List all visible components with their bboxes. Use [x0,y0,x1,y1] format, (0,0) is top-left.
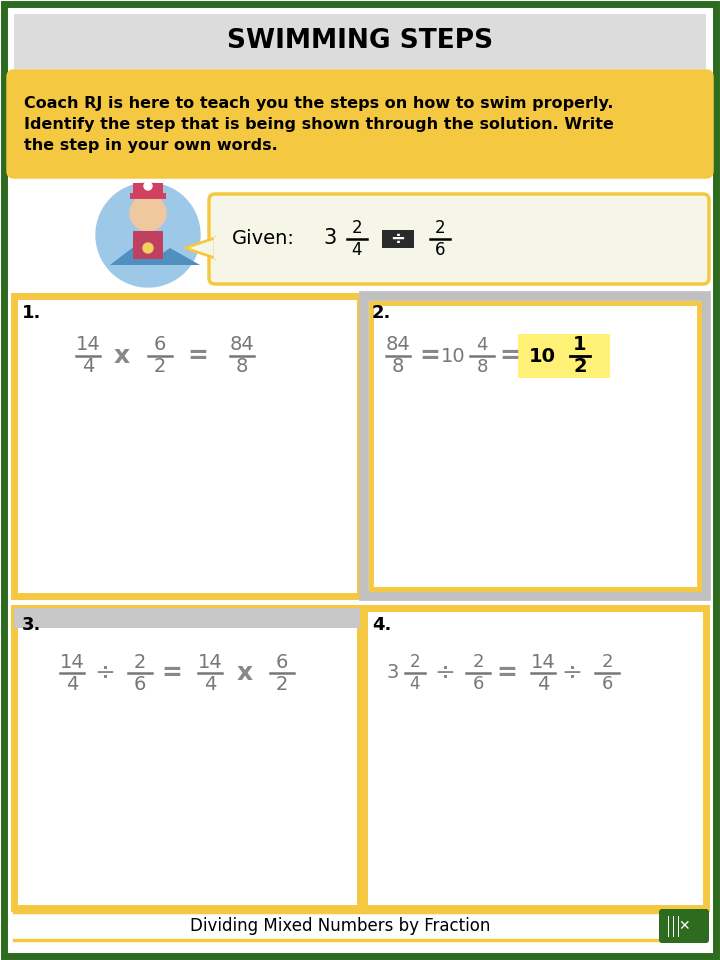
Text: 14: 14 [60,653,84,671]
Text: 2: 2 [351,219,362,237]
Text: =: = [500,344,521,368]
Text: x: x [237,661,253,685]
Text: 6: 6 [601,675,613,693]
Text: 1.: 1. [22,304,41,322]
FancyBboxPatch shape [14,608,360,628]
Circle shape [130,195,166,231]
Text: 4: 4 [476,336,487,354]
Text: 6: 6 [435,241,445,259]
Text: 6: 6 [472,675,484,693]
Text: 2: 2 [276,675,288,693]
Polygon shape [110,242,165,265]
Text: 10: 10 [441,347,465,366]
FancyBboxPatch shape [14,296,360,596]
Text: =: = [420,344,441,368]
Text: 2: 2 [154,357,166,376]
FancyBboxPatch shape [4,4,716,956]
Polygon shape [145,248,200,265]
FancyBboxPatch shape [130,193,166,199]
FancyBboxPatch shape [14,14,706,69]
Text: 6: 6 [276,653,288,671]
Text: =: = [497,661,518,685]
Text: 10: 10 [528,347,556,366]
Text: 2: 2 [134,653,146,671]
Text: 3: 3 [387,663,399,683]
Text: 1: 1 [573,335,587,354]
Text: 4.: 4. [372,616,392,634]
Text: ÷: ÷ [94,661,115,685]
FancyBboxPatch shape [371,303,699,589]
Text: =: = [161,661,182,685]
Text: 3.: 3. [22,616,41,634]
FancyBboxPatch shape [659,909,709,943]
Text: ÷: ÷ [562,661,582,685]
Text: SWIMMING STEPS: SWIMMING STEPS [227,28,493,54]
FancyBboxPatch shape [518,334,610,378]
Text: 3: 3 [323,228,337,248]
Text: 4: 4 [82,357,94,376]
Text: 2: 2 [410,653,420,671]
Text: ÷: ÷ [390,230,405,248]
Text: 2.: 2. [372,304,392,322]
Text: 4: 4 [66,675,78,693]
FancyBboxPatch shape [133,183,163,195]
Text: 2: 2 [573,357,587,376]
FancyBboxPatch shape [14,608,360,908]
Text: 14: 14 [531,653,555,671]
Text: the step in your own words.: the step in your own words. [24,138,278,153]
Text: ÷: ÷ [435,661,456,685]
Text: Coach RJ is here to teach you the steps on how to swim properly.: Coach RJ is here to teach you the steps … [24,96,613,111]
Polygon shape [185,238,215,258]
Text: 2: 2 [601,653,613,671]
Text: 8: 8 [236,357,248,376]
Text: 2: 2 [435,219,445,237]
FancyBboxPatch shape [364,296,706,596]
Text: Given:: Given: [232,229,295,249]
Text: x: x [114,344,130,368]
Circle shape [143,243,153,253]
Text: 14: 14 [76,335,100,354]
Text: 4: 4 [352,241,362,259]
FancyBboxPatch shape [382,230,414,248]
Text: Dividing Mixed Numbers by Fraction: Dividing Mixed Numbers by Fraction [190,917,490,935]
Text: 84: 84 [230,335,254,354]
FancyBboxPatch shape [209,194,709,284]
Text: 4: 4 [204,675,216,693]
Circle shape [96,183,200,287]
Circle shape [144,182,152,190]
Text: 6: 6 [134,675,146,693]
Text: 84: 84 [386,335,410,354]
Text: 14: 14 [197,653,222,671]
Text: 4: 4 [410,675,420,693]
Text: 4: 4 [537,675,549,693]
FancyBboxPatch shape [8,71,712,177]
FancyBboxPatch shape [364,608,706,908]
Text: ✕: ✕ [678,919,690,933]
Text: 8: 8 [392,357,404,376]
Text: 6: 6 [154,335,166,354]
FancyBboxPatch shape [133,231,163,259]
Text: 8: 8 [477,358,487,376]
Text: =: = [188,344,208,368]
Text: 2: 2 [472,653,484,671]
Text: Identify the step that is being shown through the solution. Write: Identify the step that is being shown th… [24,117,614,132]
